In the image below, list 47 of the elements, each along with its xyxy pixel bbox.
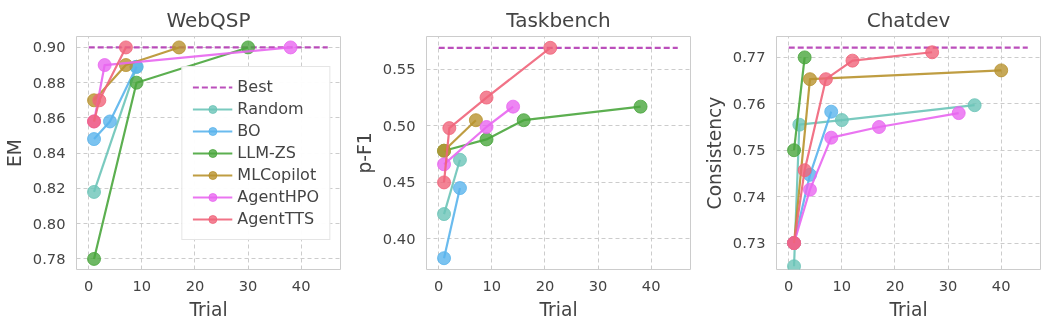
y-tick-label: 0.88 [32,73,66,91]
y-tick-label: 0.45 [382,173,416,191]
x-tick-label: 40 [991,276,1011,294]
y-tick-label: 0.90 [32,38,66,56]
y-tick-label: 0.82 [32,179,66,197]
legend-label: Random [237,99,304,118]
y-tick-label: 0.50 [382,116,416,134]
y-tick-label: 0.77 [732,48,766,66]
x-tick-label: 40 [641,276,661,294]
legend-label: MLCopilot [237,165,317,184]
y-tick-label: 0.84 [32,144,66,162]
x-tick-label: 0 [434,276,444,294]
x-tick-label: 0 [84,276,94,294]
y-axis-title: p-F1 [353,132,375,174]
x-tick-label: 20 [885,276,905,294]
chart-title: Taskbench [505,7,611,32]
x-axis-title: Trial [188,298,228,320]
x-tick-label: 20 [535,276,555,294]
y-tick-label: 0.75 [732,141,766,159]
x-tick-label: 30 [238,276,258,294]
y-tick-label: 0.40 [382,229,416,247]
chart-title: WebQSP [166,7,251,32]
y-tick-label: 0.78 [32,249,66,267]
x-axis-title: Trial [888,298,928,320]
y-tick-label: 0.74 [732,187,766,205]
y-axis-title: EM [3,139,25,167]
x-tick-label: 10 [832,276,852,294]
x-tick-label: 20 [185,276,205,294]
y-tick-label: 0.76 [732,94,766,112]
y-tick-label: 0.55 [382,60,416,78]
legend-label: LLM-ZS [237,143,296,162]
legend-label: Best [237,77,273,96]
x-tick-label: 30 [588,276,608,294]
x-tick-label: 40 [291,276,311,294]
y-tick-label: 0.80 [32,214,66,232]
x-axis-title: Trial [538,298,578,320]
legend-label: BO [237,121,261,140]
x-tick-label: 0 [784,276,794,294]
y-tick-label: 0.86 [32,108,66,126]
x-tick-label: 10 [132,276,152,294]
legend-label: AgentTTS [237,209,315,228]
y-tick-label: 0.73 [732,234,766,252]
chart-title: Chatdev [866,7,951,32]
x-tick-label: 30 [938,276,958,294]
y-axis-title: Consistency [703,96,725,210]
x-tick-label: 10 [482,276,502,294]
legend-label: AgentHPO [237,187,319,206]
